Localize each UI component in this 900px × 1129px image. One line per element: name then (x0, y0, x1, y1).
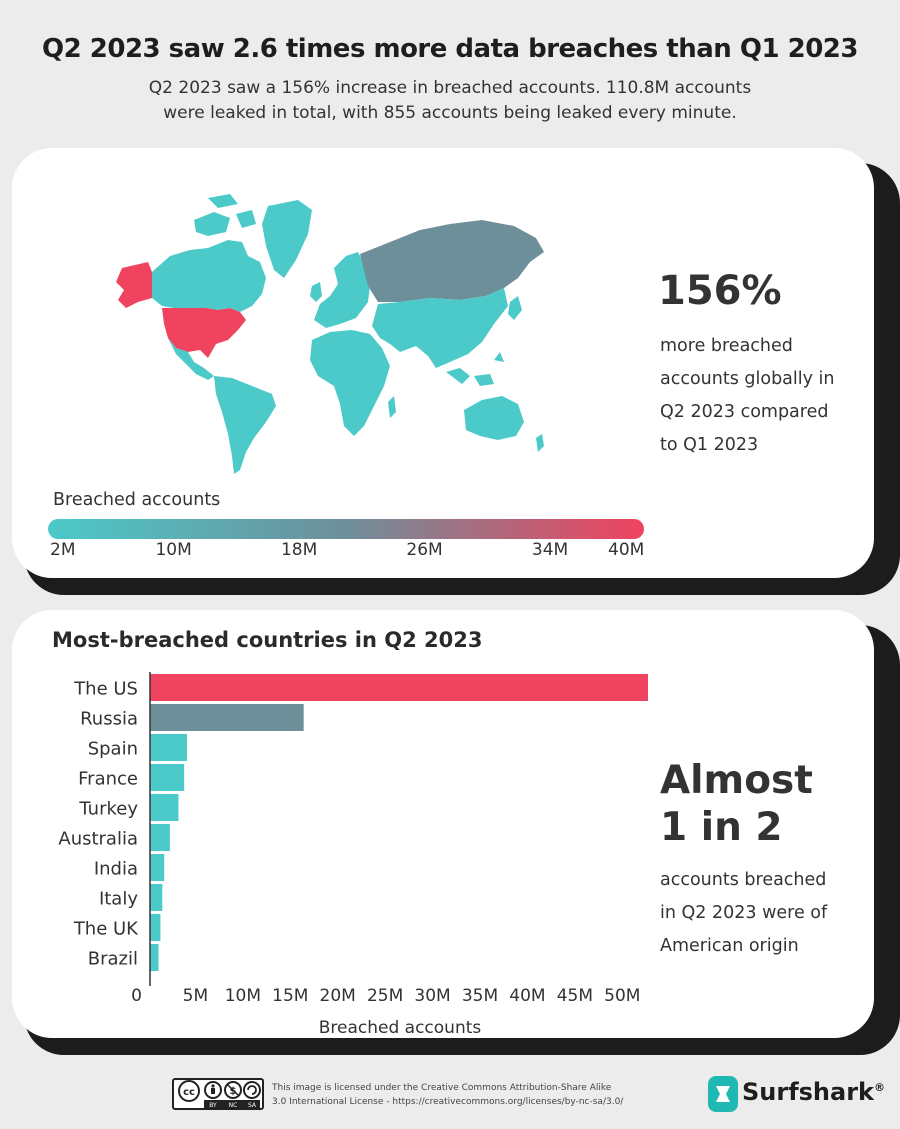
stat-line: accounts breached (660, 870, 827, 890)
x-tick-label: 25M (367, 986, 403, 1006)
bar (150, 674, 648, 701)
category-label: France (78, 769, 138, 790)
bar (150, 764, 185, 791)
map-region-new-zealand (536, 434, 544, 452)
stat-share-description: accounts breached in Q2 2023 were of Ame… (660, 864, 860, 963)
x-tick-label: 50M (604, 986, 640, 1006)
x-tick-label: 35M (462, 986, 498, 1006)
category-label: Spain (88, 739, 138, 760)
subtitle-line: were leaked in total, with 855 accounts … (163, 103, 737, 123)
map-region-madagascar (388, 396, 396, 418)
map-region-europe (314, 252, 370, 328)
map-region-greenland (262, 200, 312, 278)
map-region-alaska (116, 262, 152, 308)
stat-line: in Q2 2023 were of (660, 903, 828, 923)
cc-license-badge: cc $ BY NC SA (172, 1078, 264, 1110)
category-label: India (94, 859, 138, 880)
map-region-uk (310, 282, 322, 302)
x-tick-label: 40M (509, 986, 545, 1006)
bar (150, 854, 165, 881)
svg-text:cc: cc (183, 1087, 195, 1098)
category-label: Australia (58, 829, 138, 850)
license-line: This image is licensed under the Creativ… (272, 1083, 612, 1093)
category-label: Turkey (78, 799, 138, 820)
license-line: 3.0 International License - https://crea… (272, 1097, 624, 1107)
legend-tick-label: 18M (280, 540, 318, 560)
legend-title: Breached accounts (53, 490, 221, 510)
map-region-central-america (168, 338, 214, 380)
legend-tick-label: 40M (608, 540, 645, 560)
page-subtitle: Q2 2023 saw a 156% increase in breached … (100, 76, 800, 126)
stat-increase-value: 156% (658, 268, 782, 314)
x-tick-label: 5M (183, 986, 208, 1006)
x-axis-label: Breached accounts (319, 1018, 482, 1038)
legend-tick-label: 2M (50, 540, 76, 560)
map-region-se-asia (446, 352, 504, 386)
x-tick-label: 15M (272, 986, 308, 1006)
category-label: Brazil (88, 949, 138, 970)
page-title: Q2 2023 saw 2.6 times more data breaches… (42, 34, 858, 64)
cc-label-nc: NC (229, 1102, 238, 1108)
bar (150, 704, 304, 731)
map-region-arctic-islands (194, 194, 256, 236)
x-tick-label: 0 (131, 986, 142, 1006)
svg-text:$: $ (230, 1086, 237, 1097)
map-region-asia (372, 288, 508, 368)
map-region-australia (464, 396, 524, 440)
bar (150, 794, 179, 821)
category-label: The UK (73, 919, 139, 940)
cc-label-by: BY (209, 1102, 217, 1108)
stat-share-value: Almost 1 in 2 (660, 757, 860, 851)
map-region-japan (508, 296, 522, 320)
x-tick-label: 45M (557, 986, 593, 1006)
bar (150, 944, 159, 971)
stat-line: Q2 2023 compared (660, 402, 829, 422)
chart-title: Most-breached countries in Q2 2023 (52, 628, 483, 652)
legend-tick-label: 34M (531, 540, 569, 560)
bar (150, 914, 161, 941)
map-region-canada (152, 240, 266, 312)
brand-name: Surfshark® (742, 1078, 885, 1106)
map-land (116, 194, 544, 474)
stat-value-line: 1 in 2 (660, 805, 783, 850)
license-text: This image is licensed under the Creativ… (272, 1081, 672, 1109)
subtitle-line: Q2 2023 saw a 156% increase in breached … (148, 78, 752, 98)
bar (150, 824, 170, 851)
stat-increase-description: more breached accounts globally in Q2 20… (660, 330, 860, 462)
category-label: Russia (80, 709, 138, 730)
legend-tick-label: 10M (155, 540, 192, 560)
stat-line: accounts globally in (660, 369, 835, 389)
map-region-south-america (214, 376, 276, 474)
x-tick-label: 30M (414, 986, 450, 1006)
brand-name-text: Surfshark (742, 1078, 875, 1106)
world-choropleth-map (116, 194, 544, 474)
legend-tick-label: 26M (406, 540, 443, 560)
x-tick-label: 20M (320, 986, 356, 1006)
legend-color-scale (48, 519, 644, 539)
category-label: The US (73, 679, 138, 700)
bar (150, 884, 163, 911)
cc-label-sa: SA (248, 1102, 257, 1108)
bar (150, 734, 187, 761)
stat-line: more breached (660, 336, 793, 356)
x-tick-label: 10M (225, 986, 261, 1006)
stat-value-line: Almost (660, 758, 813, 803)
map-region-usa (162, 308, 246, 358)
surfshark-logo-icon (708, 1076, 738, 1112)
stat-line: to Q1 2023 (660, 435, 759, 455)
category-label: Italy (99, 889, 138, 910)
stat-line: American origin (660, 936, 799, 956)
map-region-russia (360, 220, 544, 302)
brand-trademark: ® (874, 1081, 886, 1094)
cc-by-nc-sa-icon: cc $ BY NC SA (178, 1080, 261, 1109)
map-region-africa (310, 330, 390, 436)
